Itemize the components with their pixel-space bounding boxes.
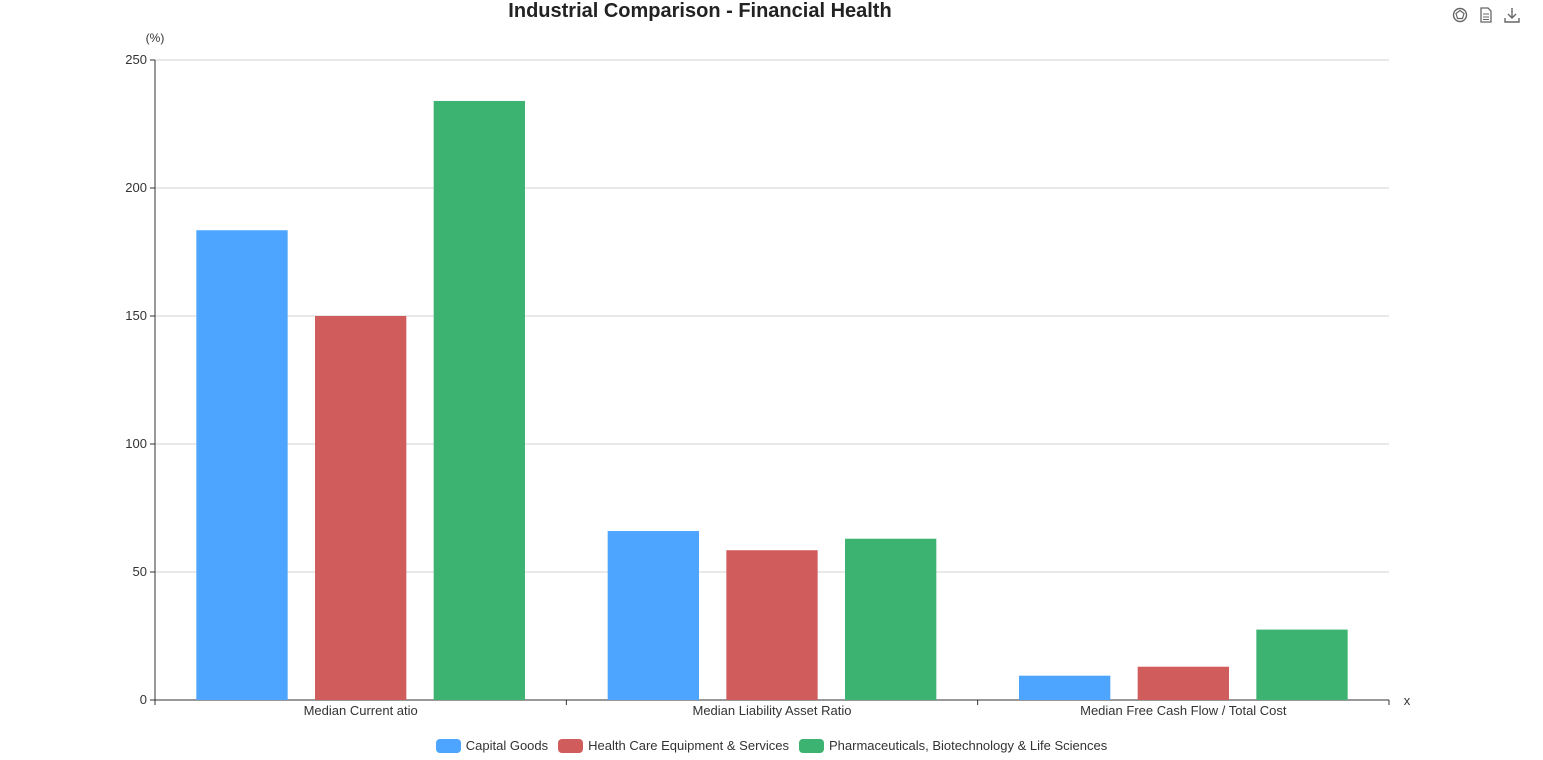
legend-item[interactable]: Health Care Equipment & Services [558, 738, 789, 753]
bar [845, 538, 937, 700]
y-axis-label: (%) [146, 31, 165, 45]
data-view-icon[interactable] [1477, 6, 1495, 24]
legend-label: Pharmaceuticals, Biotechnology & Life Sc… [829, 738, 1108, 753]
legend-label: Capital Goods [465, 738, 549, 753]
legend-label: Health Care Equipment & Services [588, 738, 790, 753]
legend-swatch [558, 738, 584, 753]
y-tick-label: 200 [125, 180, 147, 195]
bar [196, 230, 288, 701]
y-tick-label: 0 [140, 692, 147, 707]
legend-item[interactable]: Pharmaceuticals, Biotechnology & Life Sc… [799, 738, 1107, 753]
bar [607, 531, 699, 700]
legend-swatch [435, 738, 461, 753]
download-icon[interactable] [1503, 6, 1521, 24]
chart-title: Industrial Comparison - Financial Health [508, 0, 892, 22]
x-tick-label: Median Liability Asset Ratio [693, 703, 852, 718]
legend: Capital Goods Health Care Equipment & Ser… [0, 738, 1543, 753]
x-axis-label: x [1404, 693, 1411, 708]
chart-type-icon[interactable] [1451, 6, 1469, 24]
y-tick-label: 150 [125, 308, 147, 323]
y-tick-label: 50 [133, 564, 147, 579]
x-tick-label: Median Free Cash Flow / Total Cost [1080, 703, 1287, 718]
chart-toolbar [1451, 6, 1521, 24]
bar [726, 550, 818, 700]
bar [1019, 675, 1111, 700]
legend-swatch [799, 738, 825, 753]
x-tick-label: Median Current atio [304, 703, 418, 718]
bar-chart: 0 50 100 150 200 250 (%) x Median Current atio Me… [125, 31, 1411, 718]
bar [1256, 629, 1348, 700]
y-tick-label: 250 [125, 52, 147, 67]
bar [433, 100, 525, 700]
y-tick-label: 100 [125, 436, 147, 451]
bar [1137, 666, 1229, 700]
legend-item[interactable]: Capital Goods [435, 738, 549, 753]
bar [315, 316, 407, 700]
